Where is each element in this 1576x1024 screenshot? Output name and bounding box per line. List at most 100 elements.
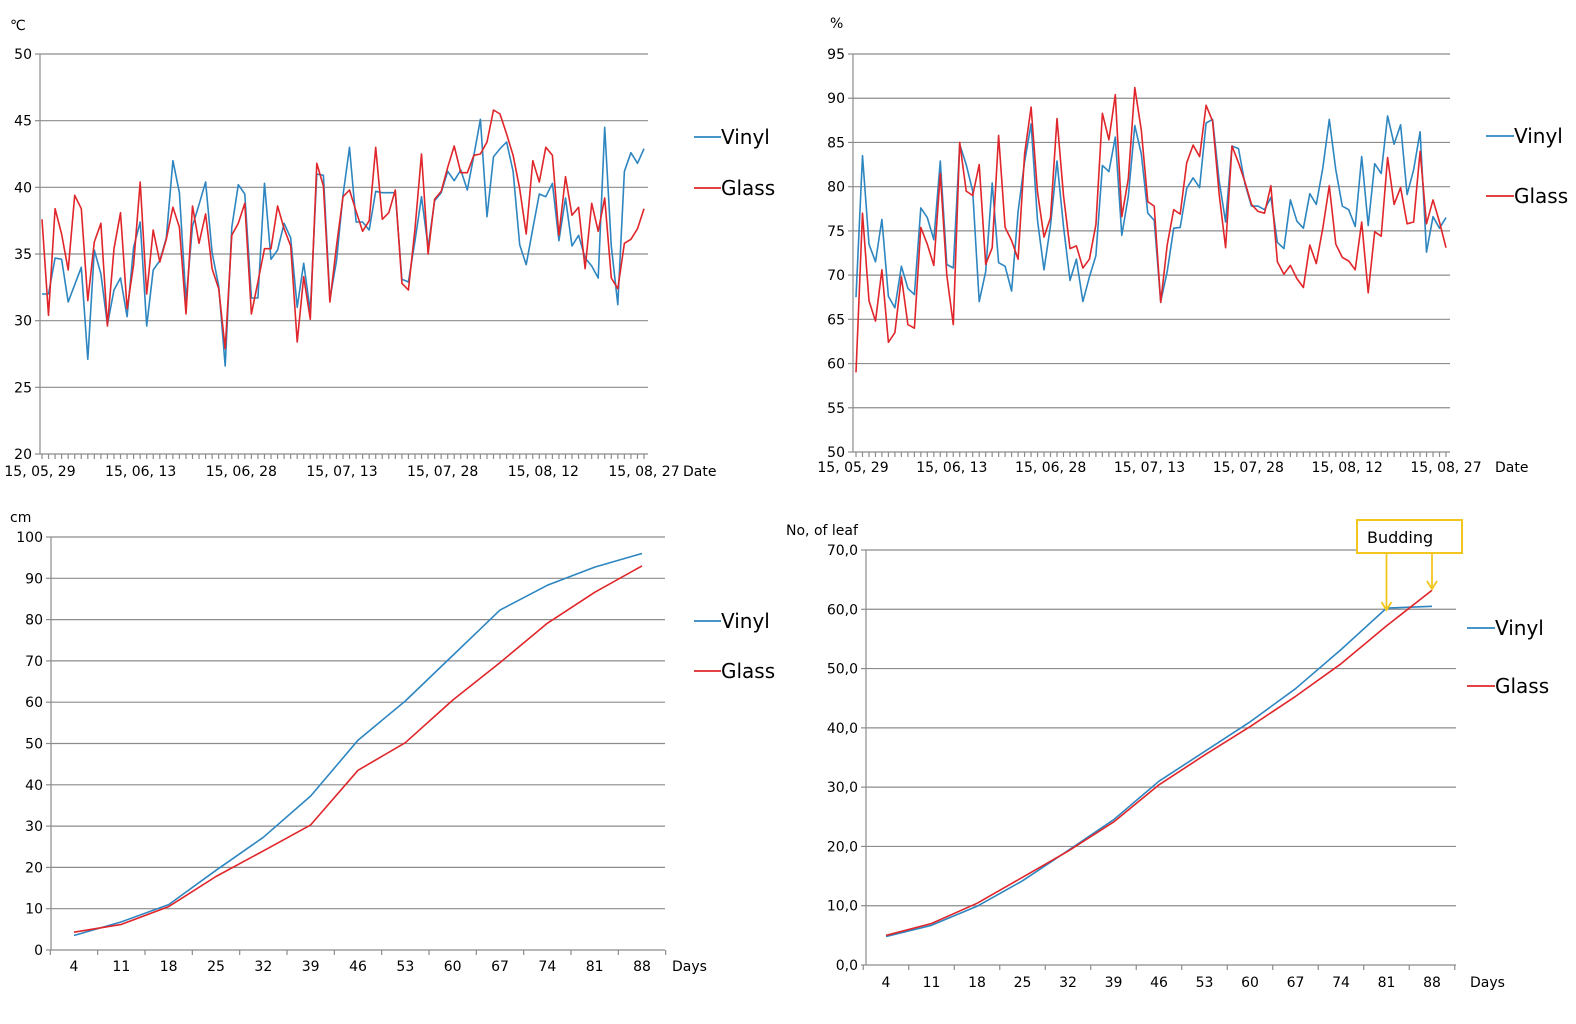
y-tick-label: 50 (14, 47, 32, 63)
chart-leaf-count: No, of leaf 0,0 10,0 20,0 30,0 40,0 50,0 60,0 70… (786, 519, 1549, 991)
legend-label-vinyl: Vinyl (721, 125, 770, 149)
y-tick-label: 75 (827, 224, 845, 240)
x-tick-label: 18 (968, 975, 986, 991)
y-tick-label: 90 (827, 91, 845, 107)
legend-label-glass: Glass (721, 659, 775, 683)
annotation-text: Budding (1367, 528, 1433, 547)
y-tick-label: 35 (14, 247, 32, 263)
x-tick-label: 32 (254, 959, 272, 975)
x-tick-label: 25 (1014, 975, 1032, 991)
x-tick-label: 15, 06, 13 (916, 460, 987, 476)
x-tick-label: 60 (444, 959, 462, 975)
legend-label-glass: Glass (1514, 184, 1568, 208)
x-tick-label: 46 (1150, 975, 1168, 991)
y-tick-label: 30,0 (827, 780, 858, 796)
x-tick-label: 15, 06, 28 (206, 464, 277, 480)
legend-label-glass: Glass (721, 176, 775, 200)
y-tick-label: 65 (827, 312, 845, 328)
y-tick-label: 70 (25, 654, 43, 670)
y-tick-label: 20,0 (827, 839, 858, 855)
x-axis-label: Date (683, 464, 716, 480)
x-tick-label: 15, 07, 13 (1114, 460, 1185, 476)
x-tick-label: 4 (70, 959, 79, 975)
legend-label-vinyl: Vinyl (1495, 616, 1544, 640)
y-tick-label: 20 (14, 447, 32, 463)
y-tick-label: 100 (16, 530, 43, 546)
x-tick-label: 60 (1241, 975, 1259, 991)
x-tick-label: 88 (1423, 975, 1441, 991)
y-tick-label: 70,0 (827, 543, 858, 559)
annotation-arrowhead (1426, 580, 1438, 591)
y-tick-label: 60,0 (827, 602, 858, 618)
y-tick-label: 10,0 (827, 899, 858, 915)
y-tick-label: 60 (827, 357, 845, 373)
legend-label-vinyl: Vinyl (721, 609, 770, 633)
y-tick-label: 40 (14, 180, 32, 196)
x-tick-label: 67 (491, 959, 509, 975)
x-tick-label: 15, 06, 28 (1015, 460, 1086, 476)
y-tick-label: 70 (827, 268, 845, 284)
series-line-vinyl (855, 115, 1447, 309)
annotation-box (1356, 519, 1463, 554)
x-tick-label: 46 (349, 959, 367, 975)
y-tick-label: 20 (25, 860, 43, 876)
y-tick-label: 40,0 (827, 721, 858, 737)
x-tick-label: 15, 08, 12 (1312, 460, 1383, 476)
x-tick-label: 15, 05, 29 (4, 464, 75, 480)
series-line-glass (855, 86, 1447, 373)
y-tick-label: 90 (25, 571, 43, 587)
chart-plant-height: cm 0 10 20 30 40 50 60 70 80 90 100 4 11 18 25 32 39 46 53 6… (10, 510, 775, 975)
y-tick-label: 25 (14, 380, 32, 396)
x-axis-label: Days (672, 959, 707, 975)
x-tick-label: 81 (586, 959, 604, 975)
x-tick-label: 67 (1287, 975, 1305, 991)
x-tick-label: 15, 08, 27 (608, 464, 679, 480)
y-tick-label: 50 (827, 445, 845, 461)
x-tick-label: 15, 07, 13 (306, 464, 377, 480)
x-tick-label: 74 (1332, 975, 1350, 991)
x-axis-label: Date (1495, 460, 1528, 476)
unit-label: % (830, 16, 843, 32)
y-tick-label: 45 (14, 114, 32, 130)
y-tick-label: 80 (25, 613, 43, 629)
series-line-vinyl (885, 605, 1433, 938)
x-tick-label: 15, 08, 12 (508, 464, 579, 480)
x-tick-label: 15, 06, 13 (105, 464, 176, 480)
x-tick-label: 74 (538, 959, 556, 975)
y-tick-label: 0 (34, 943, 43, 959)
x-tick-label: 18 (160, 959, 178, 975)
x-tick-label: 15, 05, 29 (817, 460, 888, 476)
x-tick-label: 32 (1059, 975, 1077, 991)
x-axis-label: Days (1470, 975, 1505, 991)
x-tick-label: 39 (1105, 975, 1123, 991)
x-tick-label: 53 (396, 959, 414, 975)
chart-humidity: % 50 55 60 65 70 75 80 85 90 95 15, 05, 29 15, 06, 1… (817, 16, 1568, 476)
x-tick-label: 39 (302, 959, 320, 975)
unit-label: No, of leaf (786, 523, 859, 539)
unit-label: ℃ (10, 18, 26, 34)
series-line-vinyl (73, 552, 643, 937)
series-line-glass (41, 109, 645, 350)
x-tick-label: 15, 07, 28 (407, 464, 478, 480)
x-tick-label: 4 (882, 975, 891, 991)
x-tick-label: 15, 08, 27 (1410, 460, 1481, 476)
annotation-arrowhead (1380, 601, 1393, 612)
y-tick-label: 85 (827, 135, 845, 151)
y-tick-label: 50 (25, 737, 43, 753)
x-tick-label: 11 (923, 975, 941, 991)
series-line-vinyl (42, 118, 645, 367)
y-tick-label: 50,0 (827, 662, 858, 678)
y-tick-label: 30 (14, 314, 32, 330)
y-tick-label: 55 (827, 401, 845, 417)
legend-label-glass: Glass (1495, 674, 1549, 698)
unit-label: cm (10, 510, 31, 526)
x-tick-label: 88 (633, 959, 651, 975)
y-tick-label: 80 (827, 180, 845, 196)
x-tick-label: 81 (1378, 975, 1396, 991)
y-tick-label: 40 (25, 778, 43, 794)
series-line-glass (73, 565, 643, 933)
y-tick-label: 0,0 (836, 958, 858, 974)
y-tick-label: 30 (25, 819, 43, 835)
series-line-glass (885, 589, 1433, 937)
